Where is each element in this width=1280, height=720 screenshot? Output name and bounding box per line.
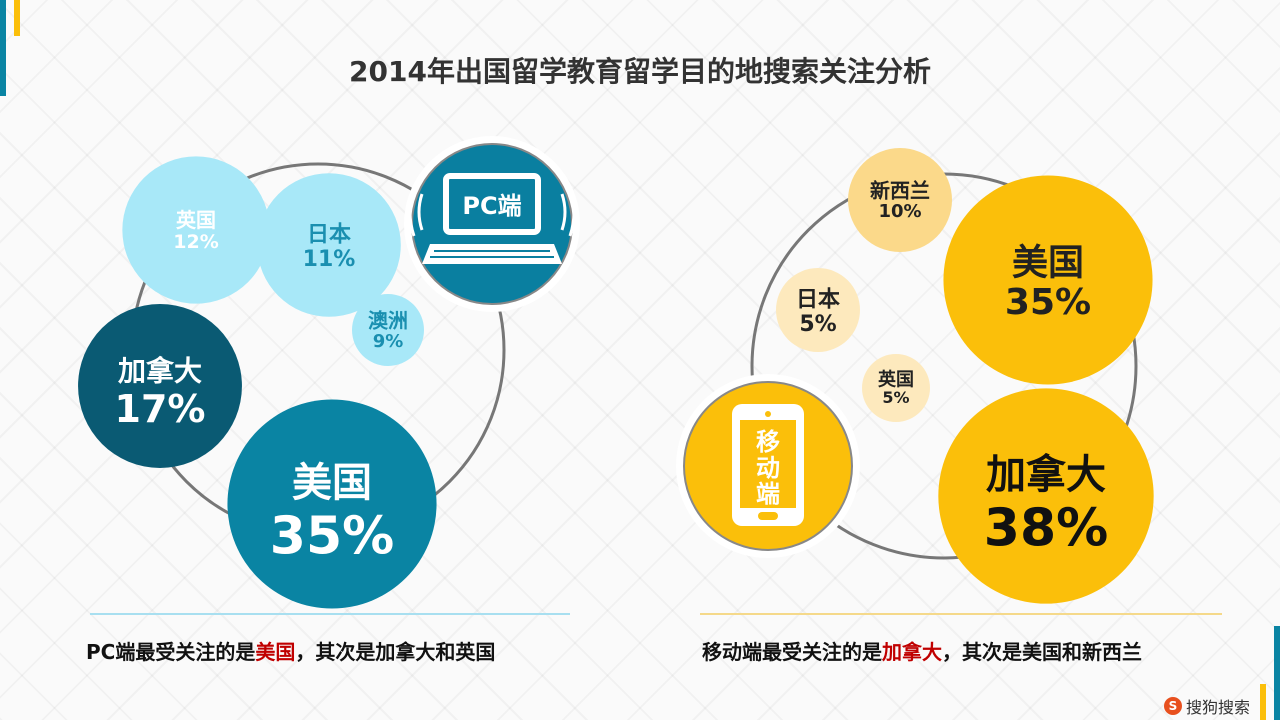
mobile-bubble-label-0: 加拿大	[986, 452, 1106, 498]
mobile-platform-label: 移动端	[756, 428, 780, 508]
pc-platform-label: PC端	[462, 192, 521, 220]
pc-bubble-value-3: 11%	[303, 247, 356, 272]
pc-caption-highlight: 美国	[255, 640, 296, 664]
pc-bubble-value-1: 17%	[115, 387, 206, 431]
page-title: 2014年出国留学教育留学目的地搜索关注分析	[349, 55, 931, 88]
corner-bar-bottom-right	[1274, 626, 1280, 720]
mobile-bubble-value-1: 35%	[1005, 282, 1091, 323]
pc-bubble-label-0: 美国	[292, 460, 372, 506]
pc-bubble-label-4: 澳洲	[368, 308, 408, 332]
pc-bubble-label-3: 日本	[307, 223, 351, 248]
mobile-bubble-circle-0	[938, 388, 1154, 604]
mobile-bubble-value-0: 38%	[984, 498, 1108, 558]
sogou-logo: S 搜狗搜索	[1163, 694, 1250, 718]
mobile-caption-highlight: 加拿大	[882, 640, 942, 664]
corner-bar-top-left	[0, 0, 6, 96]
pc-bubble-circle-0	[227, 399, 437, 609]
pc-caption-after: ，其次是加拿大和英国	[295, 640, 496, 664]
pc-caption: PC端最受关注的是美国，其次是加拿大和英国	[86, 636, 495, 665]
pc-bubble-circle-4	[352, 294, 424, 366]
mobile-bubble-circle-3	[776, 268, 860, 352]
mobile-bubble-value-3: 5%	[799, 312, 836, 337]
mobile-bubble-label-2: 新西兰	[870, 178, 930, 202]
corner-accent-top	[14, 0, 20, 36]
phone-icon	[732, 404, 804, 526]
mobile-caption-after: ，其次是美国和新西兰	[942, 640, 1142, 664]
mobile-caption: 移动端最受关注的是加拿大，其次是美国和新西兰	[702, 636, 1142, 665]
pc-bubble-circle-1	[78, 304, 242, 468]
sogou-logo-icon: S	[1163, 697, 1182, 715]
pc-bubble-circle-3	[257, 173, 401, 317]
pc-caption-before: PC端最受关注的是	[86, 640, 256, 664]
corner-accent-bottom	[1260, 684, 1266, 720]
mobile-bubble-label-1: 美国	[1012, 243, 1084, 284]
mobile-bubble-label-3: 日本	[796, 288, 840, 313]
pc-bubble-value-4: 9%	[373, 331, 404, 352]
mobile-bubble-circle-2	[848, 148, 952, 252]
mobile-bubble-circle-4	[862, 354, 930, 422]
mobile-bubble-value-4: 5%	[882, 388, 909, 407]
pc-bubble-value-2: 12%	[173, 231, 218, 253]
mobile-caption-before: 移动端最受关注的是	[702, 640, 882, 664]
pc-bubble-label-1: 加拿大	[118, 354, 202, 387]
mobile-platform-bubble: 移动端	[676, 374, 860, 558]
pc-bubble-value-0: 35%	[270, 506, 394, 566]
mobile-bubble-value-2: 10%	[878, 201, 921, 222]
pc-bubble-4: 澳洲9%	[352, 294, 424, 366]
pc-bubble-circle-2	[122, 156, 270, 304]
pc-platform-bubble: PC端	[404, 136, 580, 312]
mobile-bubble-label-4: 英国	[877, 369, 914, 391]
mobile-bubble-3: 日本5%	[776, 268, 860, 352]
laptop-icon	[408, 173, 576, 264]
pc-bubble-label-2: 英国	[176, 208, 216, 232]
mobile-bubble-4: 英国5%	[862, 354, 930, 422]
mobile-bubble-circle-1	[943, 175, 1153, 385]
sogou-logo-text: 搜狗搜索	[1185, 698, 1250, 717]
